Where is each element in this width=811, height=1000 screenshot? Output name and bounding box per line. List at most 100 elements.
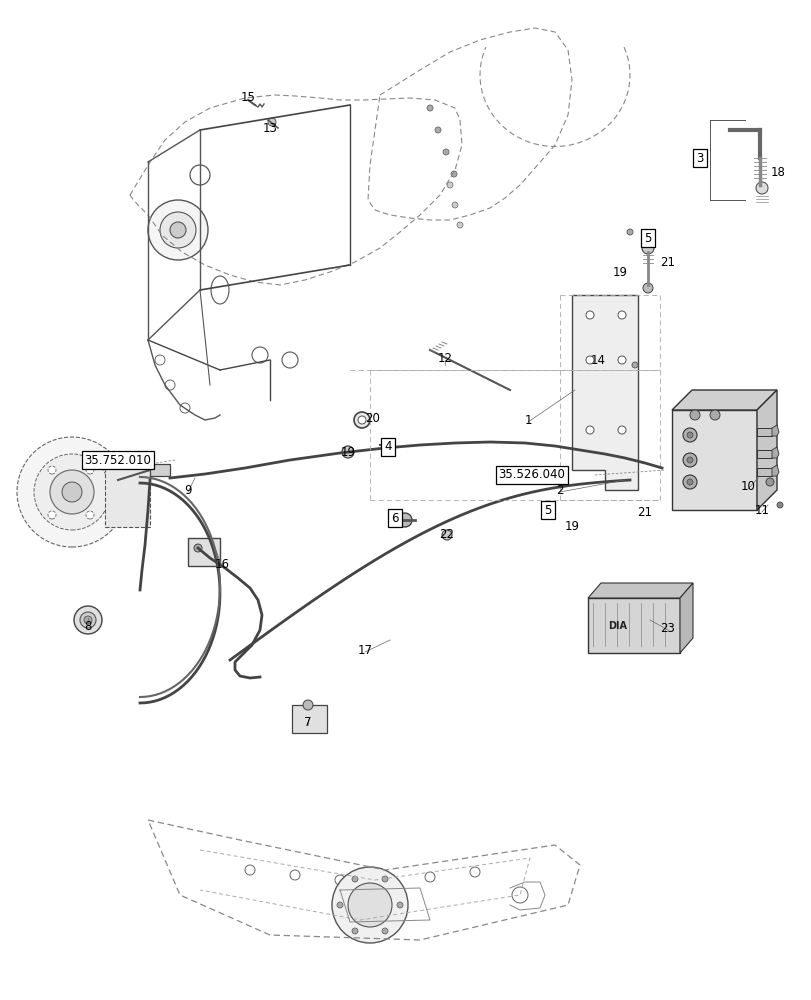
- Circle shape: [86, 511, 94, 519]
- Circle shape: [268, 118, 276, 126]
- Circle shape: [86, 466, 94, 474]
- Bar: [150, 464, 169, 476]
- Circle shape: [381, 928, 388, 934]
- Circle shape: [165, 380, 175, 390]
- Circle shape: [332, 867, 407, 943]
- Polygon shape: [756, 390, 776, 510]
- Circle shape: [155, 355, 165, 365]
- Text: 20: 20: [365, 412, 380, 424]
- Polygon shape: [672, 390, 776, 410]
- Circle shape: [351, 928, 358, 934]
- Circle shape: [642, 283, 652, 293]
- Text: 19: 19: [564, 520, 579, 532]
- Circle shape: [441, 530, 452, 540]
- Bar: [756, 428, 771, 436]
- Circle shape: [682, 453, 696, 467]
- Circle shape: [776, 502, 782, 508]
- Polygon shape: [672, 410, 756, 510]
- Text: DIA: DIA: [607, 621, 627, 631]
- Circle shape: [452, 202, 457, 208]
- Circle shape: [148, 200, 208, 260]
- Circle shape: [512, 887, 527, 903]
- Circle shape: [251, 347, 268, 363]
- Circle shape: [351, 876, 358, 882]
- Circle shape: [190, 165, 210, 185]
- Text: 23: 23: [660, 621, 675, 634]
- Circle shape: [617, 356, 625, 364]
- Bar: [292, 705, 327, 733]
- Circle shape: [337, 902, 342, 908]
- Circle shape: [686, 479, 692, 485]
- Text: 11: 11: [753, 504, 769, 516]
- Circle shape: [682, 428, 696, 442]
- Text: 9: 9: [184, 484, 191, 496]
- Text: 16: 16: [214, 558, 230, 570]
- Bar: [587, 598, 679, 653]
- Circle shape: [290, 870, 299, 880]
- Circle shape: [245, 865, 255, 875]
- Circle shape: [348, 883, 392, 927]
- Text: 7: 7: [304, 716, 311, 729]
- Circle shape: [34, 454, 109, 530]
- Bar: [188, 538, 220, 566]
- Circle shape: [586, 426, 594, 434]
- Circle shape: [709, 410, 719, 420]
- Text: 35.526.040: 35.526.040: [498, 468, 564, 482]
- Circle shape: [74, 606, 102, 634]
- Text: 8: 8: [84, 620, 92, 634]
- Text: 5: 5: [643, 232, 651, 244]
- Circle shape: [194, 544, 202, 552]
- Text: 19: 19: [340, 446, 355, 458]
- Circle shape: [48, 466, 56, 474]
- Circle shape: [358, 416, 366, 424]
- Circle shape: [397, 513, 411, 527]
- Circle shape: [383, 440, 393, 450]
- Text: 13: 13: [262, 122, 277, 135]
- Circle shape: [686, 457, 692, 463]
- Circle shape: [686, 432, 692, 438]
- Text: 2: 2: [556, 484, 563, 496]
- Text: 21: 21: [637, 506, 652, 518]
- Text: 17: 17: [357, 644, 372, 656]
- Circle shape: [470, 867, 479, 877]
- Circle shape: [631, 362, 637, 368]
- Text: 3: 3: [696, 152, 703, 165]
- Polygon shape: [771, 465, 778, 476]
- Circle shape: [586, 311, 594, 319]
- Circle shape: [617, 311, 625, 319]
- Text: 14: 14: [590, 354, 605, 366]
- Text: 21: 21: [659, 255, 675, 268]
- Text: 18: 18: [770, 166, 784, 179]
- Circle shape: [397, 902, 402, 908]
- Circle shape: [642, 242, 653, 254]
- Circle shape: [689, 410, 699, 420]
- Circle shape: [341, 446, 354, 458]
- Circle shape: [80, 612, 96, 628]
- Polygon shape: [771, 447, 778, 458]
- Circle shape: [682, 475, 696, 489]
- Circle shape: [169, 222, 186, 238]
- Bar: [756, 468, 771, 476]
- Circle shape: [427, 105, 432, 111]
- Circle shape: [424, 872, 435, 882]
- Circle shape: [354, 412, 370, 428]
- Circle shape: [48, 511, 56, 519]
- Polygon shape: [571, 295, 637, 490]
- Circle shape: [435, 127, 440, 133]
- Circle shape: [381, 876, 388, 882]
- Ellipse shape: [211, 276, 229, 304]
- Bar: [756, 450, 771, 458]
- Circle shape: [450, 171, 457, 177]
- Circle shape: [443, 149, 448, 155]
- Circle shape: [755, 182, 767, 194]
- Circle shape: [281, 352, 298, 368]
- Text: 22: 22: [439, 528, 454, 540]
- Circle shape: [617, 426, 625, 434]
- Text: 1: 1: [524, 414, 531, 426]
- Text: 35.752.010: 35.752.010: [84, 454, 151, 466]
- Text: 12: 12: [437, 352, 452, 364]
- Circle shape: [62, 482, 82, 502]
- Text: 10: 10: [740, 481, 754, 493]
- Circle shape: [303, 700, 312, 710]
- Circle shape: [765, 478, 773, 486]
